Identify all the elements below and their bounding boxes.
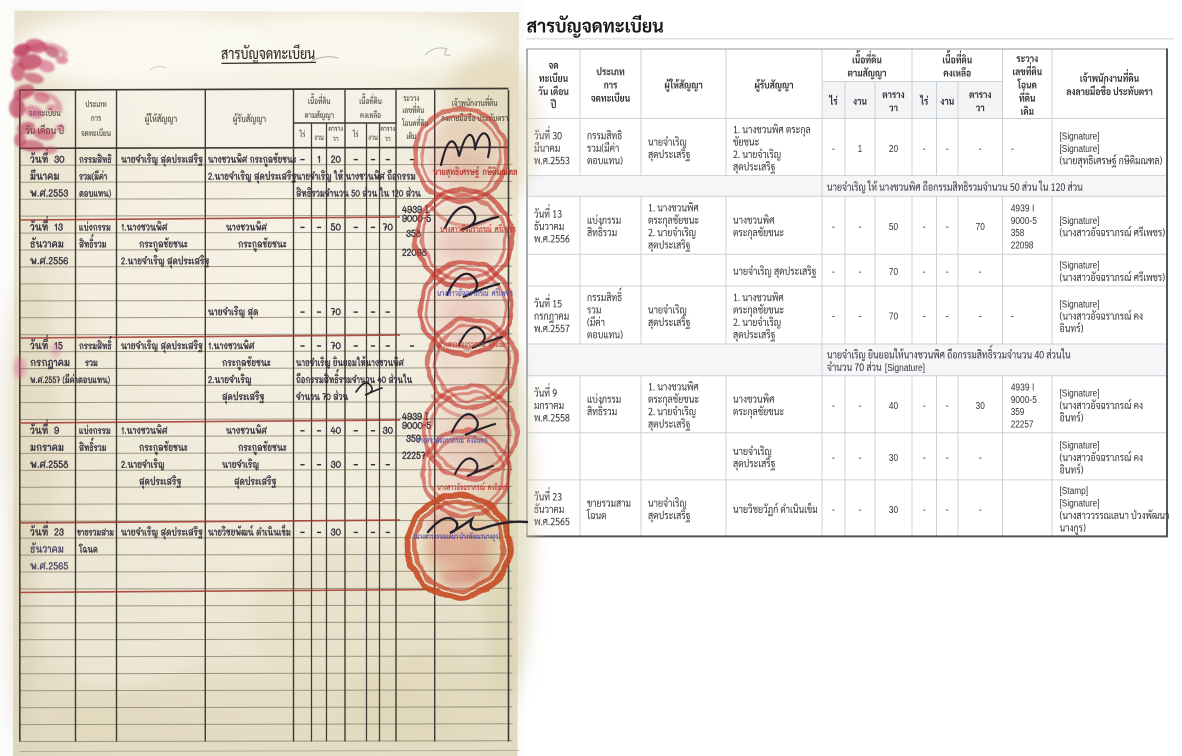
svg-text:-: -	[946, 312, 949, 323]
svg-text:9000-5: 9000-5	[1011, 395, 1037, 406]
svg-text:-: -	[946, 222, 949, 233]
svg-text:[Signature]: [Signature]	[1060, 441, 1100, 452]
svg-text:-: -	[832, 401, 835, 412]
svg-text:40: 40	[889, 401, 899, 412]
svg-text:-: -	[858, 267, 861, 278]
svg-text:-: -	[923, 505, 926, 516]
svg-text:-: -	[832, 222, 835, 233]
svg-text:-: -	[858, 401, 861, 412]
svg-text:358: 358	[1011, 228, 1025, 239]
svg-text:-: -	[923, 453, 926, 464]
svg-text:-: -	[923, 222, 926, 233]
svg-text:-: -	[1011, 144, 1014, 155]
svg-text:-: -	[832, 505, 835, 516]
svg-text:-: -	[979, 267, 982, 278]
svg-text:-: -	[923, 144, 926, 155]
svg-text:-: -	[979, 144, 982, 155]
svg-text:-: -	[946, 267, 949, 278]
svg-text:[Signature]: [Signature]	[1060, 261, 1100, 272]
svg-text:[Signature]: [Signature]	[1060, 144, 1100, 155]
svg-text:70: 70	[889, 312, 899, 323]
svg-text:-: -	[946, 505, 949, 516]
svg-text:-: -	[923, 267, 926, 278]
svg-text:50: 50	[889, 222, 899, 233]
svg-text:[Stamp]: [Stamp]	[1060, 486, 1089, 497]
svg-text:-: -	[923, 401, 926, 412]
svg-text:[Signature]: [Signature]	[885, 363, 925, 374]
svg-text:359: 359	[1011, 407, 1025, 418]
svg-text:-: -	[979, 453, 982, 464]
svg-text:-: -	[832, 144, 835, 155]
svg-text:[Signature]: [Signature]	[1060, 299, 1100, 310]
svg-text:22257: 22257	[1011, 420, 1034, 431]
svg-text:4939 I: 4939 I	[1011, 203, 1035, 214]
svg-text:1: 1	[858, 144, 862, 155]
svg-text:-: -	[832, 267, 835, 278]
svg-text:-: -	[923, 312, 926, 323]
svg-text:-: -	[979, 312, 982, 323]
svg-text:4939 I: 4939 I	[1011, 382, 1035, 393]
svg-text:[Signature]: [Signature]	[1060, 389, 1100, 400]
svg-text:-: -	[1011, 312, 1014, 323]
svg-text:-: -	[858, 505, 861, 516]
svg-text:30: 30	[889, 453, 899, 464]
svg-text:30: 30	[976, 401, 986, 412]
svg-text:-: -	[858, 453, 861, 464]
svg-text:[Signature]: [Signature]	[1060, 216, 1100, 227]
svg-text:-: -	[832, 453, 835, 464]
svg-text:-: -	[858, 312, 861, 323]
svg-text:[Signature]: [Signature]	[1060, 499, 1100, 510]
svg-text:-: -	[946, 144, 949, 155]
svg-text:20: 20	[889, 144, 899, 155]
svg-text:-: -	[946, 401, 949, 412]
svg-text:-: -	[979, 505, 982, 516]
svg-text:70: 70	[889, 267, 899, 278]
svg-text:-: -	[946, 453, 949, 464]
svg-text:70: 70	[976, 222, 986, 233]
svg-text:30: 30	[889, 505, 899, 516]
svg-text:22098: 22098	[1011, 241, 1034, 252]
svg-text:9000-5: 9000-5	[1011, 216, 1037, 227]
svg-text:[Signature]: [Signature]	[1060, 131, 1100, 142]
svg-text:-: -	[832, 312, 835, 323]
svg-text:-: -	[858, 222, 861, 233]
